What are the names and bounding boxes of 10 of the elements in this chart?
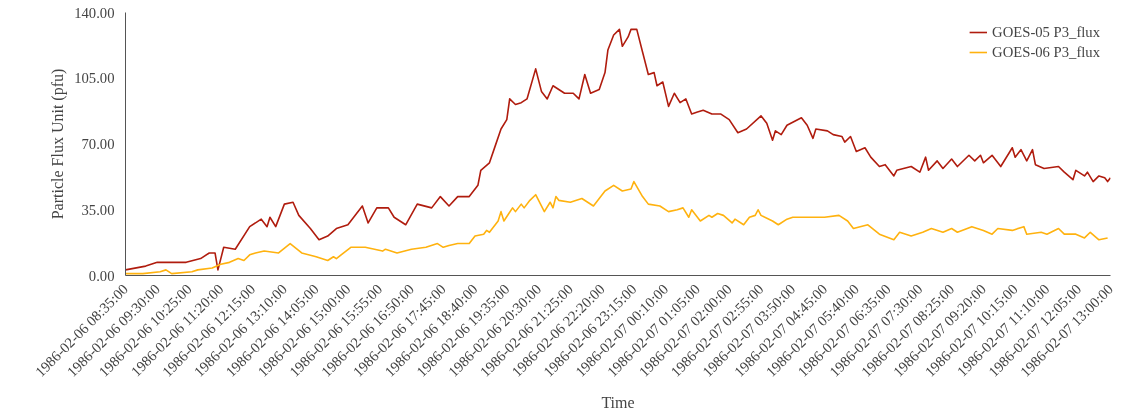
- y-tick-label: 70.00: [81, 136, 115, 152]
- legend-label: GOES-05 P3_flux: [992, 23, 1100, 41]
- x-axis-title: Time: [601, 393, 635, 411]
- y-tick-label: 35.00: [81, 201, 115, 218]
- line-series: [125, 28, 1111, 271]
- y-tick-label: 105.00: [74, 70, 115, 87]
- y-tick-label: 140.00: [74, 4, 115, 21]
- legend-label: GOES-06 P3_flux: [992, 43, 1100, 61]
- y-tick-label: 0.00: [88, 267, 115, 284]
- y-axis-title: Particle Flux Unit (pfu): [49, 68, 68, 220]
